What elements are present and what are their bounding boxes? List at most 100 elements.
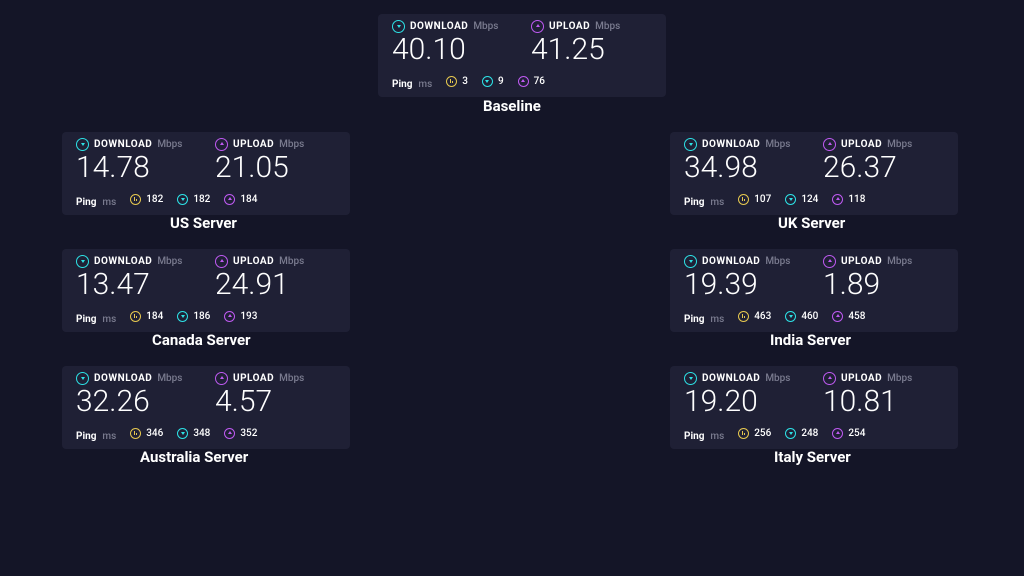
download-label: DOWNLOAD (94, 373, 152, 384)
download-value: 19.39 (684, 268, 805, 303)
ping-idle-value: 182 (146, 194, 163, 205)
speedtest-card-us: DOWNLOAD Mbps 14.78 UPLOAD Mbps 21.05 Pi… (62, 132, 350, 215)
card-title-australia: Australia Server (140, 448, 248, 466)
upload-label: UPLOAD (841, 256, 882, 267)
speedtest-card-italy: DOWNLOAD Mbps 19.20 UPLOAD Mbps 10.81 Pi… (670, 366, 958, 449)
download-metric: DOWNLOAD Mbps 13.47 (76, 255, 197, 303)
download-unit: Mbps (157, 256, 182, 267)
card-title-uk: UK Server (778, 214, 845, 232)
download-value: 13.47 (76, 268, 197, 303)
ping-label: Ping (76, 314, 96, 325)
upload-icon (215, 138, 228, 151)
ping-idle: 182 (130, 194, 163, 205)
ping-upload: 184 (224, 194, 257, 205)
upload-metric: UPLOAD Mbps 24.91 (215, 255, 336, 303)
idle-ping-icon (130, 311, 141, 322)
ping-download-value: 460 (801, 311, 818, 322)
upload-value: 41.25 (531, 33, 652, 68)
upload-ping-icon (518, 76, 529, 87)
speedtest-card-australia: DOWNLOAD Mbps 32.26 UPLOAD Mbps 4.57 Pin… (62, 366, 350, 449)
download-metric: DOWNLOAD Mbps 19.39 (684, 255, 805, 303)
download-value: 40.10 (392, 33, 513, 68)
ping-idle: 184 (130, 311, 163, 322)
upload-label: UPLOAD (233, 373, 274, 384)
ping-download-value: 9 (498, 76, 504, 87)
metrics-row: DOWNLOAD Mbps 19.39 UPLOAD Mbps 1.89 (684, 255, 944, 303)
ping-idle: 256 (738, 428, 771, 439)
upload-ping-icon (832, 311, 843, 322)
upload-ping-icon (224, 311, 235, 322)
ping-upload-value: 458 (848, 311, 865, 322)
ping-unit: ms (418, 79, 432, 90)
card-title-baseline: Baseline (483, 97, 541, 115)
ping-upload: 118 (832, 194, 865, 205)
download-label: DOWNLOAD (410, 21, 468, 32)
upload-icon (531, 20, 544, 33)
upload-label: UPLOAD (233, 256, 274, 267)
download-icon (684, 255, 697, 268)
ping-unit: ms (102, 197, 116, 208)
download-ping-icon (482, 76, 493, 87)
ping-label: Ping (684, 197, 704, 208)
ping-label-group: Ping ms (76, 307, 116, 326)
ping-label-group: Ping ms (76, 190, 116, 209)
idle-ping-icon (130, 194, 141, 205)
download-metric: DOWNLOAD Mbps 40.10 (392, 20, 513, 68)
download-label: DOWNLOAD (94, 139, 152, 150)
upload-label: UPLOAD (841, 373, 882, 384)
ping-label-group: Ping ms (684, 424, 724, 443)
upload-unit: Mbps (887, 139, 912, 150)
download-value: 32.26 (76, 385, 197, 420)
ping-row: Ping ms 107 124 118 (684, 190, 944, 209)
ping-idle: 463 (738, 311, 771, 322)
ping-idle-value: 107 (754, 194, 771, 205)
upload-ping-icon (832, 194, 843, 205)
metrics-row: DOWNLOAD Mbps 34.98 UPLOAD Mbps 26.37 (684, 138, 944, 186)
ping-label: Ping (76, 431, 96, 442)
download-ping-icon (785, 428, 796, 439)
ping-label: Ping (392, 79, 412, 90)
upload-icon (823, 138, 836, 151)
download-metric: DOWNLOAD Mbps 34.98 (684, 138, 805, 186)
metrics-row: DOWNLOAD Mbps 14.78 UPLOAD Mbps 21.05 (76, 138, 336, 186)
ping-download-value: 348 (193, 428, 210, 439)
metrics-row: DOWNLOAD Mbps 32.26 UPLOAD Mbps 4.57 (76, 372, 336, 420)
upload-unit: Mbps (279, 373, 304, 384)
upload-value: 1.89 (823, 268, 944, 303)
download-unit: Mbps (765, 139, 790, 150)
speedtest-card-baseline: DOWNLOAD Mbps 40.10 UPLOAD Mbps 41.25 Pi… (378, 14, 666, 97)
metrics-row: DOWNLOAD Mbps 19.20 UPLOAD Mbps 10.81 (684, 372, 944, 420)
speedtest-card-uk: DOWNLOAD Mbps 34.98 UPLOAD Mbps 26.37 Pi… (670, 132, 958, 215)
upload-icon (215, 372, 228, 385)
ping-label: Ping (684, 314, 704, 325)
download-ping-icon (785, 311, 796, 322)
card-title-italy: Italy Server (774, 448, 851, 466)
upload-icon (823, 372, 836, 385)
upload-unit: Mbps (279, 139, 304, 150)
ping-download-value: 248 (801, 428, 818, 439)
ping-upload: 352 (224, 428, 257, 439)
download-unit: Mbps (157, 139, 182, 150)
download-icon (76, 255, 89, 268)
upload-label: UPLOAD (233, 139, 274, 150)
upload-icon (215, 255, 228, 268)
download-label: DOWNLOAD (702, 139, 760, 150)
upload-ping-icon (224, 428, 235, 439)
card-title-india: India Server (770, 331, 851, 349)
ping-idle-value: 184 (146, 311, 163, 322)
download-label: DOWNLOAD (702, 256, 760, 267)
ping-download: 348 (177, 428, 210, 439)
ping-upload: 458 (832, 311, 865, 322)
ping-unit: ms (102, 431, 116, 442)
upload-metric: UPLOAD Mbps 1.89 (823, 255, 944, 303)
download-ping-icon (177, 194, 188, 205)
upload-label: UPLOAD (549, 21, 590, 32)
ping-upload-value: 76 (534, 76, 545, 87)
ping-upload-value: 352 (240, 428, 257, 439)
ping-row: Ping ms 182 182 184 (76, 190, 336, 209)
card-title-us: US Server (170, 214, 237, 232)
download-metric: DOWNLOAD Mbps 14.78 (76, 138, 197, 186)
ping-download: 248 (785, 428, 818, 439)
ping-upload: 254 (832, 428, 865, 439)
download-ping-icon (177, 311, 188, 322)
